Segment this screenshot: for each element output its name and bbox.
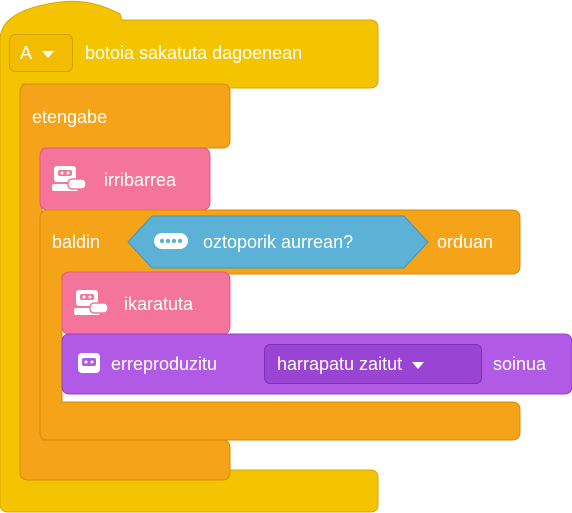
hat-block-label: botoia sakatuta dagoenean xyxy=(85,43,303,63)
key-dropdown[interactable]: A xyxy=(9,34,73,72)
expression-2-label: ikaratuta xyxy=(124,294,194,314)
sound-suffix-label: soinua xyxy=(493,354,547,374)
expression-1-label: irribarrea xyxy=(104,170,177,190)
robot-face-icon xyxy=(52,166,87,191)
if-prefix-label: baldin xyxy=(52,232,101,252)
forever-block-label: etengabe xyxy=(32,107,108,127)
robot-face-icon xyxy=(74,290,109,315)
condition-label: oztoporik aurrean? xyxy=(203,232,354,252)
chevron-down-icon xyxy=(412,361,425,369)
sound-dropdown[interactable]: harrapatu zaitut xyxy=(264,344,482,384)
condition-reporter[interactable] xyxy=(127,215,429,269)
sound-dropdown-value: harrapatu zaitut xyxy=(277,353,403,374)
chevron-down-icon xyxy=(42,50,55,58)
robot-speaker-icon xyxy=(78,353,100,373)
if-suffix-label: orduan xyxy=(437,232,494,252)
sound-prefix-label: erreproduzitu xyxy=(111,354,218,374)
sensor-dots-icon xyxy=(154,233,188,249)
key-dropdown-value: A xyxy=(20,42,33,63)
